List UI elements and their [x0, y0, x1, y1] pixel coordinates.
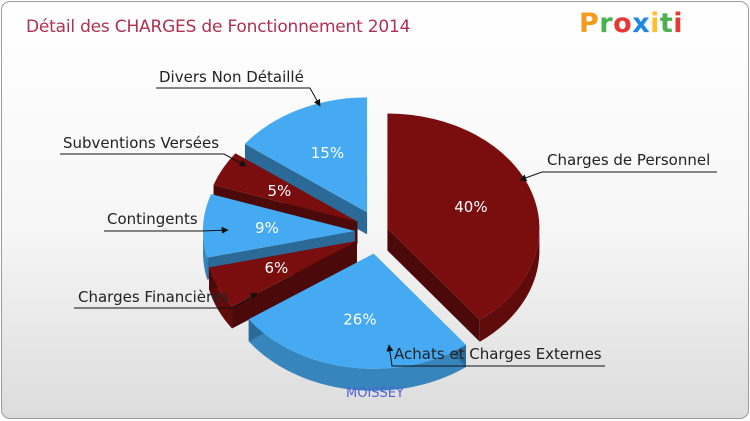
slice-top: [244, 97, 368, 213]
logo-letter: P: [579, 8, 600, 39]
slice-percent-label: 26%: [343, 311, 376, 329]
logo-letter: x: [632, 8, 651, 39]
category-label-charges-financieres: Charges Financières: [78, 288, 229, 306]
category-label-achats-et-charges-externes: Achats et Charges Externes: [394, 345, 602, 363]
chart-title: Détail des CHARGES de Fonctionnement 201…: [26, 17, 411, 37]
slice-percent-label: 5%: [267, 182, 291, 200]
logo-letter: i: [650, 8, 660, 39]
slice-top: [213, 153, 358, 222]
category-label-subventions-versees: Subventions Versées: [63, 134, 219, 152]
pie-slice-charges-de-personnel: [387, 113, 540, 342]
leader-arrow-divers-non-detaille: [156, 87, 321, 107]
logo-letter: o: [613, 8, 633, 39]
leader-arrow-charges-financieres: [74, 292, 258, 309]
slice-top: [248, 253, 466, 369]
leader-arrow-contingents: [104, 226, 229, 234]
logo-letter: i: [673, 8, 684, 39]
slice-percent-label: 6%: [265, 259, 289, 277]
slice-top: [387, 113, 540, 320]
logo-letter: r: [599, 8, 614, 39]
category-label-divers-non-detaille: Divers Non Détaillé: [159, 68, 304, 86]
slice-side: [479, 228, 540, 342]
category-label-contingents: Contingents: [107, 210, 198, 228]
leader-arrow-achats-et-charges-externes: [386, 344, 605, 367]
pie-slice-charges-financieres: [209, 240, 357, 329]
pie-slice-achats-et-charges-externes: [248, 253, 466, 391]
logo-letter: t: [659, 8, 674, 39]
category-label-charges-de-personnel: Charges de Personnel: [547, 151, 710, 169]
leader-arrow-subventions-versees: [60, 153, 247, 167]
slice-edge: [387, 228, 480, 342]
town-label: MOISSEY: [346, 386, 404, 401]
leader-arrow-charges-de-personnel: [519, 171, 717, 182]
slice-percent-label: 15%: [311, 144, 344, 162]
proxiti-logo: Proxiti: [579, 8, 683, 39]
slice-side: [203, 230, 208, 280]
slice-top: [209, 240, 357, 307]
slice-percent-label: 40%: [454, 198, 487, 216]
slice-top: [203, 194, 356, 258]
slice-percent-label: 9%: [255, 219, 279, 237]
slice-side: [248, 319, 466, 391]
